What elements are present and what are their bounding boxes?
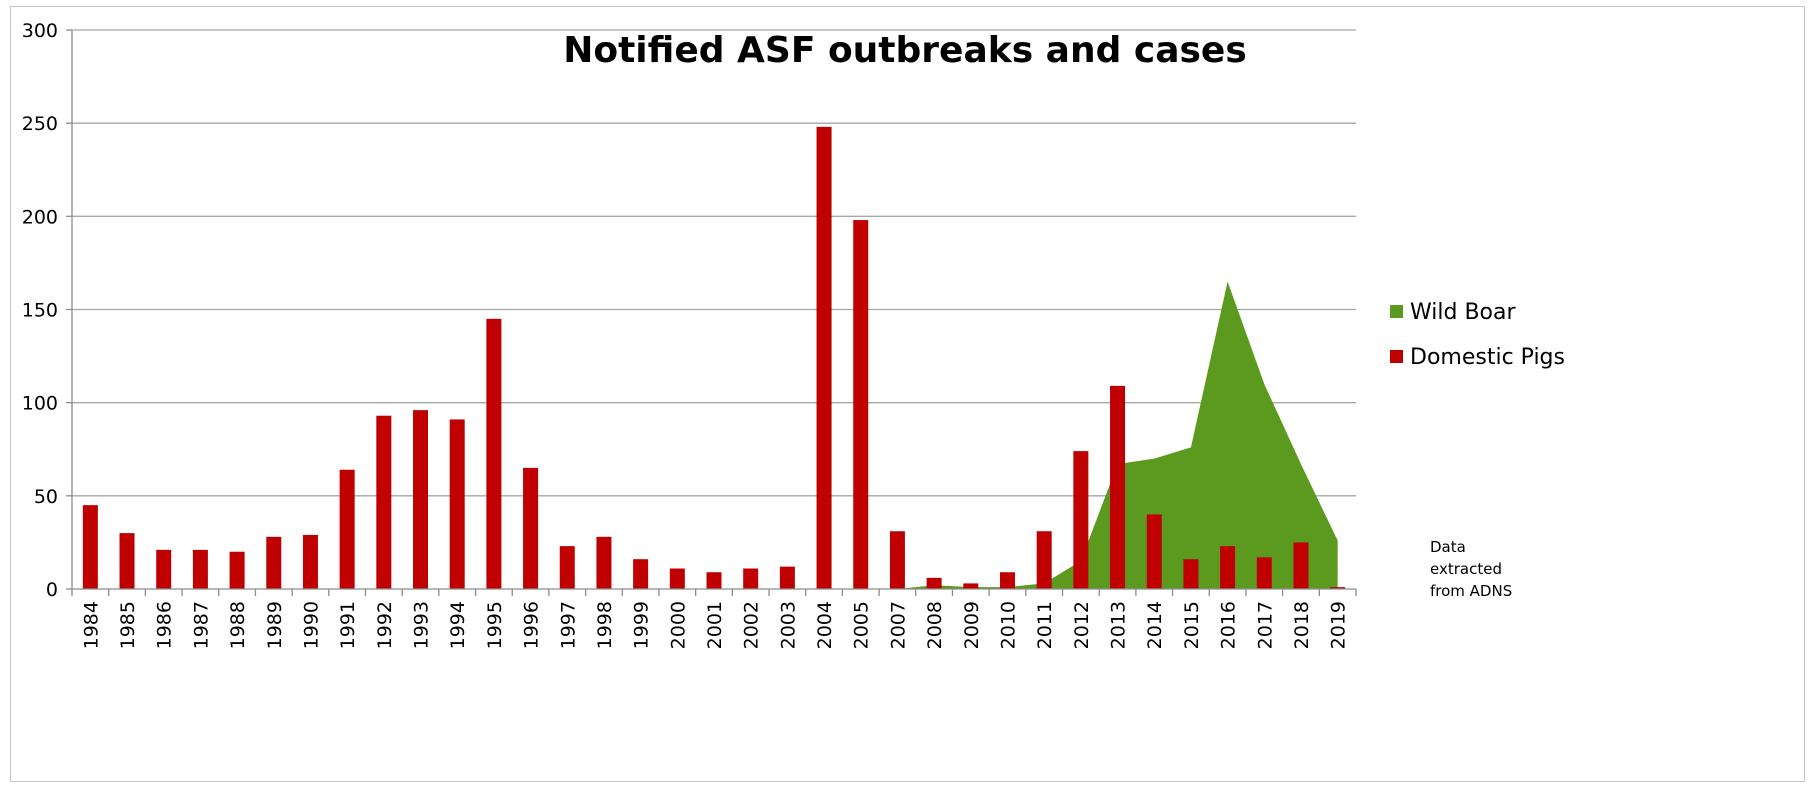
- x-tick-label-1987: 1987: [190, 601, 212, 649]
- bar-domestic-pigs-1992: [376, 415, 392, 589]
- gridlines: [72, 29, 1356, 497]
- x-tick-label-2007: 2007: [887, 601, 909, 649]
- x-tick-label-1986: 1986: [154, 601, 176, 649]
- x-tick-label-2008: 2008: [924, 601, 946, 649]
- bar-domestic-pigs-1997: [559, 546, 575, 589]
- bar-domestic-pigs-2013: [1110, 385, 1126, 589]
- legend-swatch-domestic-pigs: [1390, 350, 1403, 363]
- x-tick-label-2001: 2001: [704, 601, 726, 649]
- bar-domestic-pigs-2009: [963, 583, 979, 589]
- x-tick-label-1985: 1985: [117, 601, 139, 649]
- bar-domestic-pigs-1985: [119, 533, 135, 589]
- y-tick-label-100: 100: [22, 393, 58, 415]
- note-line-2: extracted: [1430, 560, 1502, 578]
- bar-domestic-pigs-2012: [1073, 451, 1089, 589]
- bar-domestic-pigs-2016: [1220, 546, 1236, 589]
- x-tick-label-2014: 2014: [1144, 601, 1166, 649]
- x-tick-label-1995: 1995: [484, 601, 506, 649]
- bar-domestic-pigs-2003: [779, 566, 795, 589]
- legend-swatch-wild-boar: [1390, 305, 1403, 318]
- bar-domestic-pigs-1986: [156, 549, 172, 589]
- x-tick-label-2012: 2012: [1071, 601, 1093, 649]
- y-tick-label-250: 250: [22, 113, 58, 135]
- note-line-3: from ADNS: [1430, 582, 1512, 600]
- data-source-note: Data extracted from ADNS: [1430, 538, 1512, 600]
- x-tick-label-1984: 1984: [80, 601, 102, 649]
- bar-domestic-pigs-1993: [413, 410, 429, 589]
- bar-domestic-pigs-1995: [486, 318, 502, 589]
- x-tick-label-1990: 1990: [300, 601, 322, 649]
- bar-domestic-pigs-2001: [706, 572, 722, 589]
- note-line-1: Data: [1430, 538, 1466, 556]
- bar-domestic-pigs-2015: [1183, 559, 1199, 589]
- legend-label-domestic-pigs: Domestic Pigs: [1410, 345, 1565, 370]
- bar-domestic-pigs-1996: [523, 467, 539, 589]
- bar-domestic-pigs-2007: [889, 531, 905, 589]
- y-tick-label-150: 150: [22, 300, 58, 322]
- x-tick-label-1989: 1989: [264, 601, 286, 649]
- bar-domestic-pigs-1990: [302, 534, 318, 589]
- bar-domestic-pigs-2002: [743, 568, 759, 589]
- bar-domestic-pigs-2017: [1256, 557, 1272, 589]
- y-axis-tick-labels: 0 50 100 150 200 250 300: [22, 20, 58, 601]
- bar-domestic-pigs-2014: [1146, 514, 1162, 589]
- x-tick-label-1997: 1997: [557, 601, 579, 649]
- legend: Wild Boar Domestic Pigs: [1390, 300, 1565, 370]
- bar-domestic-pigs-2010: [999, 572, 1015, 589]
- bar-domestic-pigs-1991: [339, 469, 355, 589]
- x-tick-label-2004: 2004: [814, 601, 836, 649]
- y-tick-label-50: 50: [34, 486, 58, 508]
- x-tick-label-2018: 2018: [1291, 601, 1313, 649]
- x-tick-label-2005: 2005: [851, 601, 873, 649]
- domestic-pigs-bar-layer: [82, 126, 1346, 589]
- x-axis-tick-labels: 1984 1985 1986 1987 1988 1989 1990 1991 1992 1993…: [80, 601, 1349, 649]
- x-tick-label-1994: 1994: [447, 601, 469, 649]
- x-tick-label-2010: 2010: [997, 601, 1019, 649]
- bar-domestic-pigs-1988: [229, 551, 245, 589]
- bar-domestic-pigs-2019: [1330, 587, 1346, 589]
- x-tick-label-1991: 1991: [337, 601, 359, 649]
- x-tick-label-1993: 1993: [411, 601, 433, 649]
- x-tick-label-1999: 1999: [631, 601, 653, 649]
- bar-domestic-pigs-2018: [1293, 542, 1309, 589]
- bar-domestic-pigs-1989: [266, 536, 282, 589]
- chart-frame: [10, 6, 1805, 782]
- chart-title: Notified ASF outbreaks and cases: [563, 30, 1247, 71]
- wild-boar-area-layer: [90, 281, 1338, 589]
- x-tick-label-1988: 1988: [227, 601, 249, 649]
- x-tick-label-2000: 2000: [667, 601, 689, 649]
- x-tick-label-1996: 1996: [521, 601, 543, 649]
- legend-label-wild-boar: Wild Boar: [1410, 300, 1516, 325]
- bar-domestic-pigs-2005: [853, 220, 869, 589]
- x-tick-label-2015: 2015: [1181, 601, 1203, 649]
- x-tick-label-1998: 1998: [594, 601, 616, 649]
- x-tick-label-2003: 2003: [777, 601, 799, 649]
- x-tick-label-2017: 2017: [1254, 601, 1276, 649]
- x-tick-label-2019: 2019: [1328, 601, 1350, 649]
- bar-domestic-pigs-1994: [449, 419, 465, 589]
- bar-domestic-pigs-2011: [1036, 531, 1052, 589]
- bar-domestic-pigs-1984: [82, 505, 98, 589]
- x-tick-label-1992: 1992: [374, 601, 396, 649]
- y-tick-label-0: 0: [46, 579, 58, 601]
- bar-domestic-pigs-2008: [926, 577, 942, 589]
- y-tick-label-300: 300: [22, 20, 58, 42]
- area-wild-boar: [90, 281, 1338, 589]
- bar-domestic-pigs-1998: [596, 536, 612, 589]
- x-tick-label-2013: 2013: [1108, 601, 1130, 649]
- x-tick-label-2002: 2002: [741, 601, 763, 649]
- y-tick-label-200: 200: [22, 206, 58, 228]
- x-tick-label-2011: 2011: [1034, 601, 1056, 649]
- bar-domestic-pigs-2004: [816, 126, 832, 589]
- bar-domestic-pigs-1999: [633, 559, 649, 589]
- x-tick-label-2016: 2016: [1218, 601, 1240, 649]
- x-tick-label-2009: 2009: [961, 601, 983, 649]
- bar-domestic-pigs-2000: [669, 568, 685, 589]
- bar-domestic-pigs-1987: [192, 549, 208, 589]
- axes: [66, 29, 1357, 596]
